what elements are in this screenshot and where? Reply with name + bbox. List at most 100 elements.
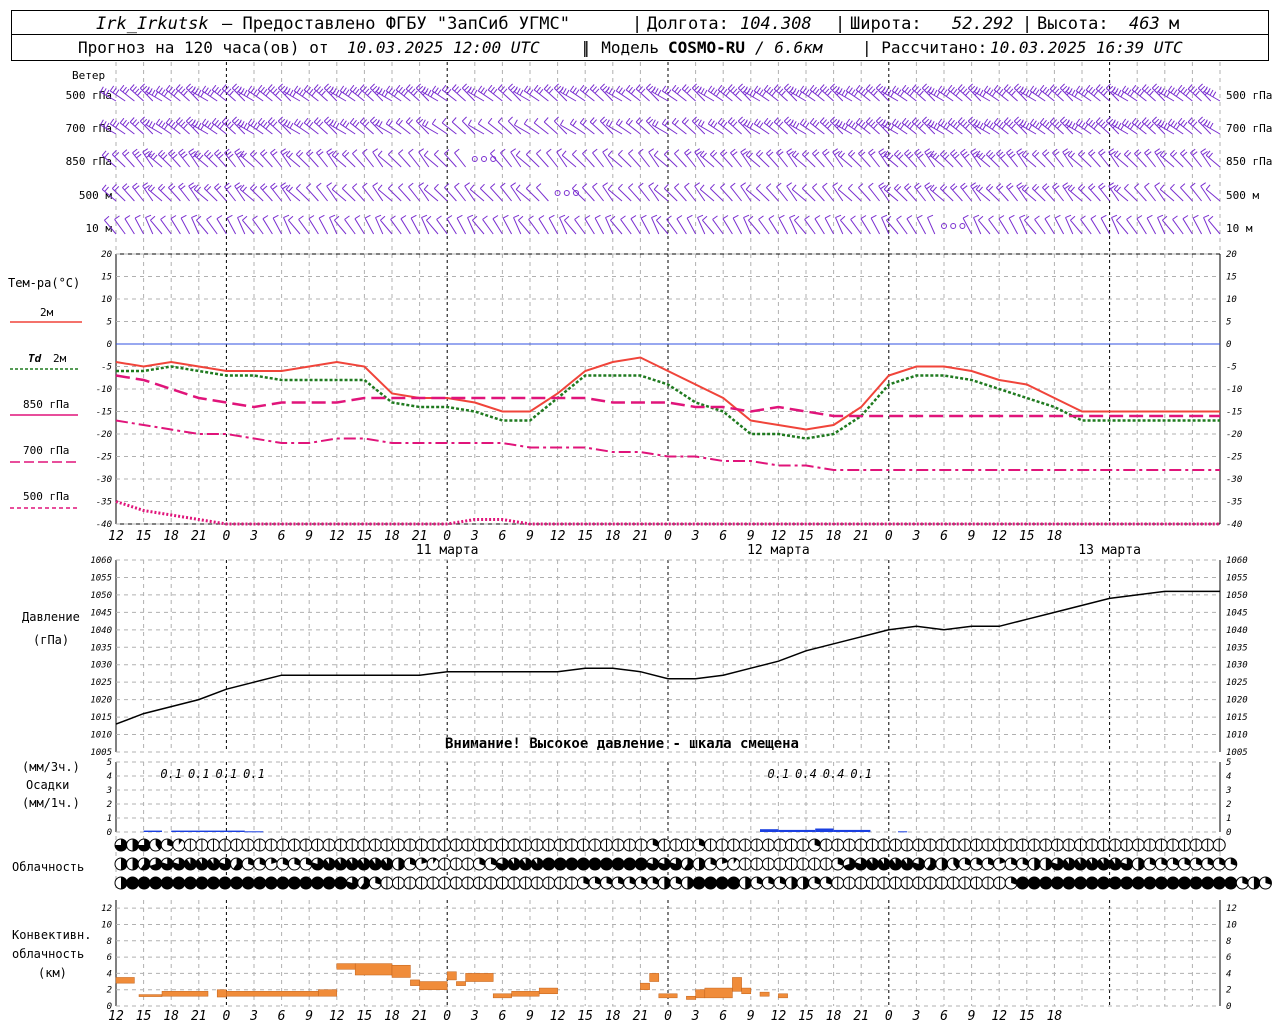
wind-barb <box>533 117 549 135</box>
wind-barb <box>1131 117 1147 135</box>
wind-barb <box>983 118 1000 135</box>
alt-label: Высота: <box>1037 14 1109 34</box>
wind-barb <box>911 117 926 135</box>
cloud-fill <box>1166 877 1179 889</box>
cloud-fill <box>1051 858 1064 870</box>
wind-barb <box>451 84 466 102</box>
wind-barb <box>837 150 853 168</box>
conv-cloud-bar <box>391 964 411 978</box>
wind-barb <box>740 148 752 168</box>
wind-barb <box>1154 182 1166 202</box>
wind-barb <box>638 182 650 202</box>
wind-barb <box>280 182 292 202</box>
cloud-fill <box>837 858 844 866</box>
cloud-fill <box>346 877 359 889</box>
wind-barb <box>252 215 264 235</box>
wind-barb <box>947 117 963 135</box>
wind-barb <box>651 119 669 135</box>
wind-barb <box>638 148 650 168</box>
cloud-fill <box>699 858 706 870</box>
cloud-fill <box>360 877 370 889</box>
wind-barb <box>791 184 807 202</box>
wind-barb <box>574 215 586 235</box>
calc-time: 10.03.2025 16:39 UTC <box>990 38 1183 57</box>
wind-barb <box>124 215 135 235</box>
wind-barb <box>1077 149 1092 168</box>
wind-barb <box>145 86 163 102</box>
wind-barb <box>160 215 172 235</box>
wind-barb <box>709 183 724 202</box>
x-tick-label-bottom: 3 <box>911 1009 920 1024</box>
wind-barb <box>1088 183 1101 202</box>
wind-barb <box>326 182 338 202</box>
wind-barb <box>901 84 917 102</box>
wind-barb <box>610 215 623 235</box>
wind-barb <box>272 214 283 235</box>
wind-barb <box>571 183 586 202</box>
lon-label: Долгота: <box>647 14 729 34</box>
wind-barb <box>1141 117 1156 135</box>
wind-barb <box>234 148 246 168</box>
wind-barb <box>904 183 917 202</box>
wind-barb <box>791 150 807 168</box>
conv-cloud-bar <box>410 979 420 986</box>
wind-barb <box>860 215 871 235</box>
cloud-fill <box>854 857 867 870</box>
wind-barb <box>285 184 301 202</box>
wind-barb <box>518 215 531 235</box>
conv-cloud-bar <box>695 989 706 999</box>
cloud-fill <box>121 877 127 889</box>
cloud-fill <box>1161 858 1168 866</box>
x-tick-label-bottom: 3 <box>249 1009 258 1024</box>
conv-label-a: Конвективн. <box>12 928 91 942</box>
wind-barb <box>924 148 936 168</box>
pressure-tick-label-right: 1050 <box>1226 591 1248 601</box>
wind-barb <box>571 149 586 168</box>
cloud-fill <box>1086 858 1099 870</box>
wind-barb <box>349 84 365 102</box>
wind-barb <box>180 214 191 235</box>
conv-cloud-bar <box>778 993 788 999</box>
station-name: Irk_Irkutsk <box>96 14 209 34</box>
wind-barb <box>513 119 531 135</box>
wind-barb <box>352 149 365 168</box>
wind-barb <box>1070 215 1083 235</box>
wind-barb <box>740 182 752 202</box>
cloud-fill <box>803 877 810 890</box>
wind-barb <box>927 119 945 135</box>
wind-barb <box>584 215 595 235</box>
temp-tick-label-right: -15 <box>1226 408 1242 418</box>
wind-barb <box>847 183 862 202</box>
wind-barb <box>467 119 485 135</box>
cloud-fill <box>693 877 706 889</box>
wind-barb <box>257 117 273 135</box>
temp-tick-label: -30 <box>96 475 112 485</box>
wind-barb <box>789 214 798 235</box>
temp-tick-label: -5 <box>101 363 112 373</box>
wind-barb <box>1105 83 1120 102</box>
calc-label: | Рассчитано: <box>862 38 988 57</box>
wind-barb <box>671 84 687 102</box>
cloud-fill <box>1201 877 1214 889</box>
wind-barb <box>727 117 742 135</box>
wind-barb <box>461 83 476 102</box>
cloud-fill <box>1109 858 1122 870</box>
cloud-fill <box>646 858 659 870</box>
wind-barb <box>929 150 945 168</box>
x-tick-label: 12 <box>991 529 1007 544</box>
wind-barb <box>479 183 494 202</box>
pressure-tick-label: 1025 <box>90 678 112 688</box>
wind-barb <box>262 215 273 235</box>
cloud-fill <box>1011 858 1018 866</box>
conv-tick-label: 12 <box>101 904 112 914</box>
wind-barb <box>1157 86 1175 102</box>
wind-barb <box>270 182 282 202</box>
wind-barb <box>1039 117 1055 135</box>
cloud-fill <box>1149 858 1156 866</box>
x-tick-label-bottom: 6 <box>719 1009 727 1024</box>
cloud-fill <box>271 858 277 864</box>
cloud-fill <box>658 858 671 870</box>
wind-barb <box>1159 150 1175 168</box>
wind-barb <box>454 148 466 168</box>
cloud-fill <box>490 858 497 866</box>
